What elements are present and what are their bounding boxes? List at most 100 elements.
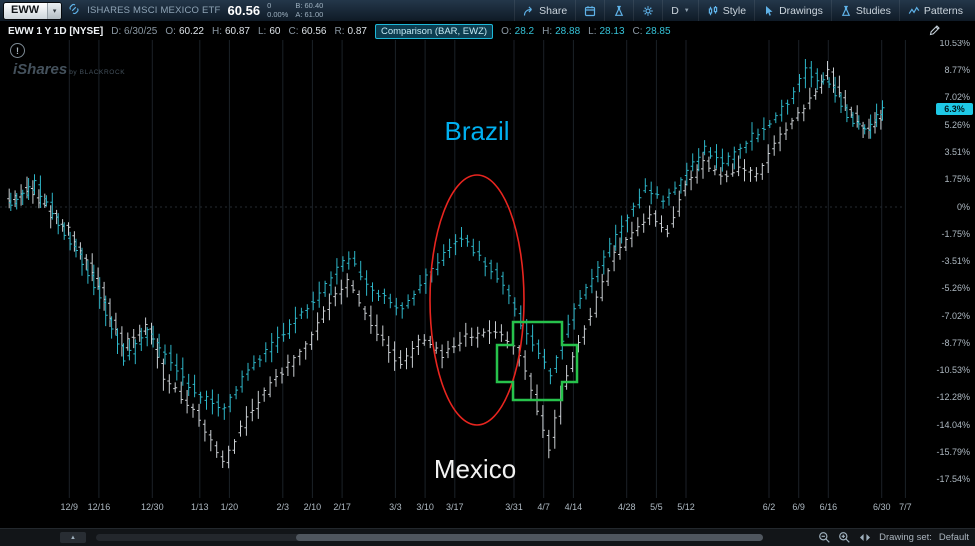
expand-panel-button[interactable]: ▲ xyxy=(60,532,86,543)
patterns-button[interactable]: Patterns xyxy=(898,0,971,21)
date-axis-label: 3/3 xyxy=(389,502,402,512)
ohlc-close: C: 60.56 xyxy=(288,25,327,37)
change-block: 0 0.00% xyxy=(267,0,288,19)
comparison-high: H: 28.88 xyxy=(542,25,581,37)
date-axis-label: 12/30 xyxy=(141,502,164,512)
ohlc-range: R: 0.87 xyxy=(334,25,367,37)
drawings-label: Drawings xyxy=(779,4,823,17)
zoom-in-icon[interactable] xyxy=(838,531,851,544)
studies-button[interactable]: Studies xyxy=(830,0,899,21)
date-axis-label: 5/12 xyxy=(677,502,695,512)
drawing-tool-icon[interactable] xyxy=(928,23,941,39)
flask-icon xyxy=(613,5,625,17)
drawing-set-value[interactable]: Default xyxy=(938,532,969,543)
toolbar-buttons: Share D xyxy=(514,0,971,21)
drawings-button[interactable]: Drawings xyxy=(754,0,831,21)
brazil-ellipse-annotation[interactable] xyxy=(429,174,525,426)
chevron-down-icon: ▼ xyxy=(683,7,690,14)
time-scrollbar[interactable] xyxy=(96,534,763,541)
date-axis-label: 6/16 xyxy=(819,502,838,512)
chart-style-icon xyxy=(707,5,719,17)
date-axis-label: 1/20 xyxy=(220,502,239,512)
timeframe-label: D xyxy=(671,4,679,17)
symbol-link-icon[interactable] xyxy=(68,2,80,20)
symbol-dropdown-arrow[interactable]: ▾ xyxy=(47,2,62,19)
date-axis-label: 4/7 xyxy=(537,502,550,512)
studies-label: Studies xyxy=(855,4,891,17)
date-axis-label: 3/31 xyxy=(505,502,523,512)
scrollbar-thumb[interactable] xyxy=(296,534,763,541)
ohlc-low: L: 60 xyxy=(258,25,281,37)
pan-arrows-icon[interactable] xyxy=(858,531,872,544)
date-axis-label: 2/17 xyxy=(333,502,351,512)
price-axis-label: -1.75% xyxy=(941,228,970,239)
price-axis-label: -5.26% xyxy=(941,283,970,294)
price-axis-label: -10.53% xyxy=(936,365,970,376)
share-button[interactable]: Share xyxy=(514,0,575,21)
mexico-text-annotation[interactable]: Mexico xyxy=(434,454,516,484)
comparison-close: C: 28.85 xyxy=(632,25,671,37)
date-axis-label: 12/16 xyxy=(87,502,111,512)
ask-value: A: 61.00 xyxy=(295,9,324,19)
chart-area[interactable]: ! iShares by BLACKROCK Brazil Mexico 6.3% … xyxy=(0,37,975,528)
date-axis-label: 6/9 xyxy=(792,502,805,512)
price-axis-label: -8.77% xyxy=(941,337,970,348)
date-axis-label: 1/13 xyxy=(190,502,209,512)
style-label: Style xyxy=(722,4,747,17)
mexico-series-bars xyxy=(7,61,883,469)
bottom-controls: Drawing set: Default xyxy=(818,529,969,546)
ishares-watermark: iShares by BLACKROCK xyxy=(13,62,125,78)
alert-warning-icon[interactable]: ! xyxy=(10,43,25,58)
comparison-chip[interactable]: Comparison (BAR, EWZ) xyxy=(374,23,494,39)
price-axis-label: 3.51% xyxy=(944,146,970,157)
price-axis-label: -3.51% xyxy=(941,256,970,266)
date-axis-label: 2/10 xyxy=(303,502,322,512)
price-axis-label: 1.75% xyxy=(944,174,970,185)
price-axis-label: 0% xyxy=(956,201,970,212)
timeframe-button[interactable]: D ▼ xyxy=(662,0,698,21)
comparison-price-bubble: 6.3% xyxy=(936,102,973,115)
comparison-low: L: 28.13 xyxy=(588,25,625,37)
change-value: 0 xyxy=(267,0,272,10)
analyze-button[interactable] xyxy=(604,0,633,21)
brazil-text-annotation[interactable]: Brazil xyxy=(444,116,509,146)
price-axis[interactable]: 6.3% 10.53% 8.77% 7.02% 5.26% 3.51% 1.75% 0% -1… xyxy=(931,37,975,528)
symbol-value: EWW xyxy=(11,3,40,16)
date-axis-label: 7/7 xyxy=(899,502,912,512)
price-axis-label: -17.54% xyxy=(936,473,970,484)
price-axis-label: 5.26% xyxy=(944,119,970,130)
price-axis-label: 7.02% xyxy=(944,92,970,103)
bid-value: B: 60.40 xyxy=(295,0,324,10)
pattern-wave-icon xyxy=(908,5,920,17)
price-axis-label: -15.79% xyxy=(936,446,970,457)
mexico-cross-annotation[interactable] xyxy=(495,320,579,402)
last-price: 60.56 xyxy=(227,3,261,18)
calendar-button[interactable] xyxy=(575,0,604,21)
cursor-icon xyxy=(763,5,775,17)
date-axis-label: 5/5 xyxy=(650,502,663,512)
price-axis-label: 8.77% xyxy=(944,65,970,76)
symbol-input[interactable]: EWW ▾ xyxy=(4,2,62,19)
watermark-brand: iShares xyxy=(13,61,68,78)
price-plot[interactable]: Brazil Mexico xyxy=(0,40,932,518)
zoom-out-icon[interactable] xyxy=(818,531,831,544)
ohlc-high: H: 60.87 xyxy=(211,25,250,37)
patterns-label: Patterns xyxy=(923,4,963,17)
studies-flask-icon xyxy=(840,5,852,17)
settings-button[interactable] xyxy=(633,0,662,21)
price-axis-label: 10.53% xyxy=(939,37,970,48)
date-axis-label: 12/9 xyxy=(60,502,79,512)
drawing-set-label: Drawing set: xyxy=(879,532,932,543)
date-axis-label: 4/28 xyxy=(617,502,636,512)
share-icon xyxy=(523,5,535,17)
date-axis-label: 6/2 xyxy=(762,502,776,512)
brazil-series-bars xyxy=(8,59,885,420)
comparison-open: O: 28.2 xyxy=(501,25,535,37)
date-axis-label: 4/14 xyxy=(564,502,583,512)
gridlines xyxy=(68,40,906,498)
ohlc-open: O: 60.22 xyxy=(165,25,204,37)
style-button[interactable]: Style xyxy=(697,0,754,21)
price-axis-label: -14.04% xyxy=(936,419,970,430)
date-axis[interactable]: 12/9 12/16 12/30 1/13 1/20 2/3 2/10 2/17 3/3 3/10… xyxy=(0,502,932,516)
